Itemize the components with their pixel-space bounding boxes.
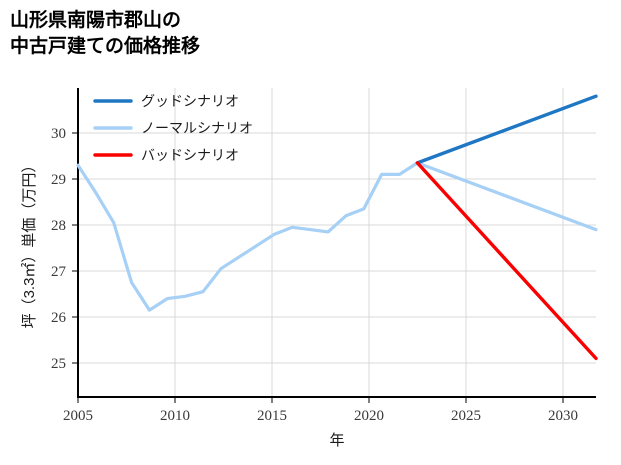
y-tick-label: 26 (51, 310, 67, 326)
x-tick-label: 2020 (354, 408, 384, 424)
axis-lines (76, 88, 596, 399)
series-line-bad (415, 161, 598, 361)
y-tick-label: 29 (51, 172, 66, 188)
legend-label-bad: バッドシナリオ (141, 149, 239, 164)
x-tick-label: 2015 (257, 408, 287, 424)
y-tick-label: 25 (51, 356, 66, 372)
gridlines-vertical (174, 88, 564, 397)
page-title: 山形県南陽市郡山の 中古戸建ての価格推移 (10, 10, 201, 57)
gridlines-horizontal (78, 132, 596, 364)
chart-legend: グッドシナリオ ノーマルシナリオ バッドシナリオ (93, 94, 253, 164)
y-tick-label: 30 (51, 126, 66, 142)
y-axis-title: 坪（3.3㎡）単価（万円） (21, 158, 38, 329)
x-tick-label: 2025 (451, 408, 481, 424)
x-axis-title: 年 (329, 432, 344, 449)
x-tick-label: 2030 (548, 408, 578, 424)
series-line-good (415, 94, 598, 165)
y-tick-label: 27 (51, 264, 67, 280)
x-tick-label: 2005 (63, 408, 93, 424)
x-tickmarks (77, 397, 564, 403)
legend-label-good: グッドシナリオ (141, 94, 239, 110)
x-tick-label: 2010 (160, 408, 190, 424)
y-axis-tick-labels: 25 26 27 28 29 30 (51, 126, 67, 372)
x-axis-tick-labels: 2005 2010 2015 2020 2025 2030 (63, 408, 578, 424)
series-line-normal (76, 161, 598, 312)
y-tick-label: 28 (51, 218, 66, 234)
y-tickmarks (72, 132, 78, 364)
legend-label-normal: ノーマルシナリオ (141, 122, 253, 137)
data-series-group (76, 94, 598, 361)
